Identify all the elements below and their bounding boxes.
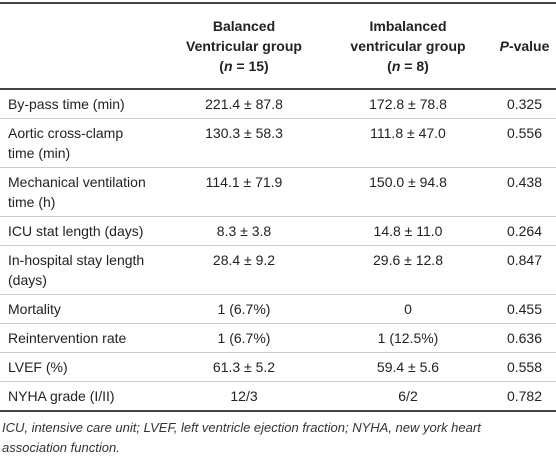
cell: 0.558: [506, 359, 543, 375]
text: -value: [508, 38, 550, 54]
table-row: ICU stat length (days) 8.3 ± 3.8 14.8 ± 11…: [0, 217, 556, 246]
row-label: Aortic cross-clamp time (min): [0, 119, 165, 168]
cell: 0.847: [506, 252, 543, 268]
table-row: LVEF (%) 61.3 ± 5.2 59.4 ± 5.6 0.558: [0, 353, 556, 382]
cell: 0.455: [506, 301, 543, 317]
cell: 14.8 ± 11.0: [373, 223, 443, 239]
cell: 6/2: [398, 388, 418, 404]
row-label: Mechanical ventilation time (h): [0, 168, 165, 217]
row-label: Mortality: [0, 295, 165, 324]
cell: 221.4 ± 87.8: [205, 96, 283, 112]
text: = 15): [232, 58, 269, 74]
cell: 172.8 ± 78.8: [369, 96, 447, 112]
label-line: (days): [8, 272, 47, 288]
header-cell: Balanced Ventricular group (n = 15): [165, 3, 323, 89]
label-line: LVEF (%): [8, 359, 68, 375]
text: = 8): [400, 58, 429, 74]
cell: 0.264: [506, 223, 543, 239]
row-label: By-pass time (min): [0, 89, 165, 119]
table-row: NYHA grade (I/II) 12/3 6/2 0.782: [0, 382, 556, 412]
header-cell: Imbalanced ventricular group (n = 8): [323, 3, 493, 89]
header-n: (n = 8): [324, 56, 492, 76]
cell: 0.556: [506, 125, 543, 141]
cell: 1 (12.5%): [377, 330, 439, 346]
footnote-line: association function.: [2, 440, 120, 455]
cell: 130.3 ± 58.3: [205, 125, 283, 141]
text: (: [387, 58, 392, 74]
header-cell: P-value: [493, 3, 556, 89]
header-line: Balanced: [212, 18, 276, 34]
cell: 150.0 ± 94.8: [369, 174, 447, 190]
header-n: (n = 15): [166, 56, 322, 76]
cell: 12/3: [230, 388, 258, 404]
label-line: By-pass time (min): [8, 96, 125, 112]
cell: 59.4 ± 5.6: [376, 359, 440, 375]
cell: 111.8 ± 47.0: [370, 125, 446, 141]
label-line: Mortality: [8, 301, 61, 317]
header-line: ventricular group: [350, 38, 466, 54]
cell: 0.438: [506, 174, 543, 190]
table-row: In-hospital stay length (days) 28.4 ± 9.2 2…: [0, 246, 556, 295]
label-line: time (min): [8, 145, 71, 161]
label-line: ICU stat length (days): [8, 223, 144, 239]
cell: 0.325: [506, 96, 543, 112]
cell: 61.3 ± 5.2: [212, 359, 276, 375]
cell: 0.636: [506, 330, 543, 346]
cell: 29.6 ± 12.8: [373, 252, 443, 268]
cell: 114.1 ± 71.9: [205, 174, 283, 190]
cell: 0.782: [506, 388, 543, 404]
table-row: Reintervention rate 1 (6.7%) 1 (12.5%) 0.63…: [0, 324, 556, 353]
label-line: Aortic cross-clamp: [8, 125, 124, 141]
text: (: [219, 58, 224, 74]
cell: 0: [404, 301, 412, 317]
cell: 1 (6.7%): [217, 301, 271, 317]
footnote: ICU, intensive care unit; LVEF, left ven…: [0, 412, 556, 458]
table-row: By-pass time (min) 221.4 ± 87.8 172.8 ± 78…: [0, 89, 556, 119]
table: Balanced Ventricular group (n = 15) Imbalan…: [0, 2, 556, 412]
cell: 1 (6.7%): [217, 330, 271, 346]
label-line: In-hospital stay length: [8, 252, 145, 268]
header-line: Imbalanced: [369, 18, 447, 34]
row-label: LVEF (%): [0, 353, 165, 382]
header-row: Balanced Ventricular group (n = 15) Imbalan…: [0, 3, 556, 89]
label-line: time (h): [8, 194, 56, 210]
table-row: Mortality 1 (6.7%) 0 0.455: [0, 295, 556, 324]
variable: n: [223, 58, 233, 74]
header-cell: [0, 3, 165, 89]
row-label: In-hospital stay length (days): [0, 246, 165, 295]
footnote-line: ICU, intensive care unit; LVEF, left ven…: [2, 420, 481, 435]
table-row: Aortic cross-clamp time (min) 130.3 ± 58.3…: [0, 119, 556, 168]
variable: n: [391, 58, 401, 74]
variable: P: [499, 38, 509, 54]
header-line: Ventricular group: [186, 38, 302, 54]
label-line: Mechanical ventilation: [8, 174, 146, 190]
label-line: NYHA grade (I/II): [8, 388, 115, 404]
cell: 8.3 ± 3.8: [216, 223, 272, 239]
table-body: By-pass time (min) 221.4 ± 87.8 172.8 ± 78…: [0, 89, 556, 411]
table-row: Mechanical ventilation time (h) 114.1 ± 71…: [0, 168, 556, 217]
row-label: ICU stat length (days): [0, 217, 165, 246]
label-line: Reintervention rate: [8, 330, 127, 346]
cell: 28.4 ± 9.2: [212, 252, 276, 268]
row-label: NYHA grade (I/II): [0, 382, 165, 412]
row-label: Reintervention rate: [0, 324, 165, 353]
